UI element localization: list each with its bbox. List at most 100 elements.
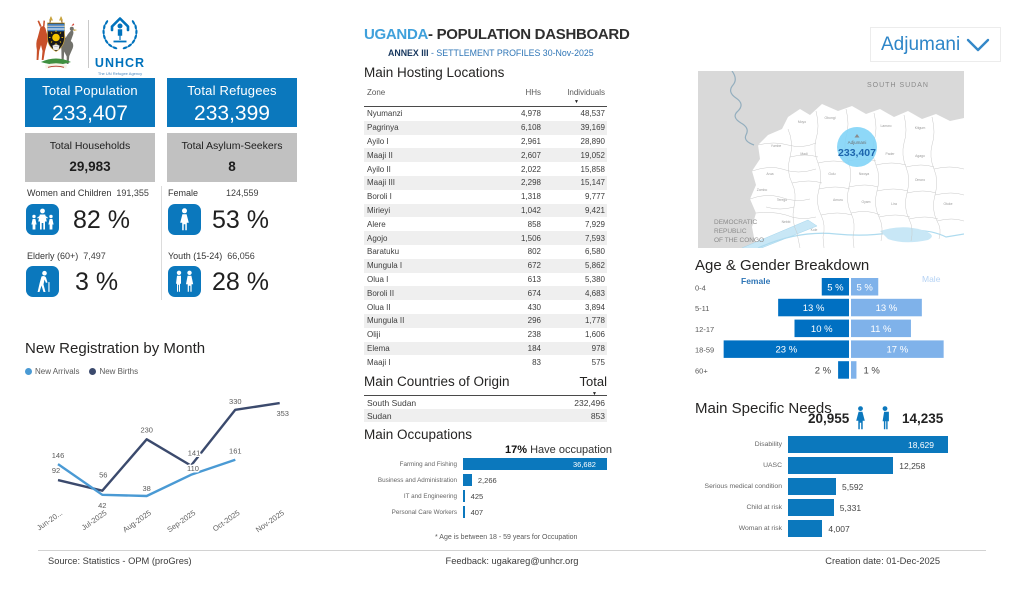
hosting-table-row[interactable]: Agojo 1,506 7,593 [364, 231, 607, 245]
female-bar[interactable] [794, 319, 850, 338]
age-gender-pyramid-chart[interactable]: 5 % 5 % 0-4 13 % 13 % 5-11 10 % 11 % 12-17 23 % 17… [688, 270, 988, 390]
specific-need-row[interactable]: Serious medical condition 5,592 [688, 476, 988, 497]
specific-need-label: Child at risk [746, 504, 782, 511]
hosting-table-row[interactable]: Olua I 613 5,380 [364, 273, 607, 287]
individuals-cell: 1,778 [584, 316, 605, 326]
x-axis-label: Jun-20... [35, 508, 64, 532]
individuals-cell: 978 [591, 343, 605, 353]
occupations-bar-chart[interactable]: Farming and Fishing 36,682 Business and Ad… [364, 456, 607, 520]
hosting-table-row[interactable]: Maaji III 2,298 15,147 [364, 175, 607, 190]
male-bar[interactable] [851, 278, 879, 296]
hosting-table-row[interactable]: Maaji I 83 575 [364, 355, 607, 369]
hosting-table-row[interactable]: Maaji II 2,607 19,052 [364, 148, 607, 163]
specific-need-row[interactable]: UASC 12,258 [688, 455, 988, 476]
district-label: Arua [766, 172, 773, 176]
hosting-col-zone[interactable]: Zone [367, 88, 386, 97]
female-value: 124,559 [226, 188, 259, 198]
occupation-headline-rest: Have occupation [527, 444, 613, 456]
occupation-value: 36,682 [573, 460, 596, 470]
occupation-bar[interactable] [463, 506, 465, 518]
hosting-table-row[interactable]: Nyumanzi 4,978 48,537 [364, 107, 607, 121]
data-label: 42 [98, 501, 106, 510]
female-bar[interactable] [723, 340, 849, 358]
specific-need-row[interactable]: Disability 18,629 [688, 434, 988, 455]
page-subtitle-annex: ANNEX III [388, 48, 429, 58]
hosting-table-row[interactable]: Ayilo II 2,022 15,858 [364, 162, 607, 176]
occupation-row[interactable]: Business and Administration 2,266 [364, 472, 607, 488]
occupation-row[interactable]: IT and Engineering 425 [364, 488, 607, 504]
hosting-col-hhs[interactable]: HHs [525, 88, 541, 97]
specific-need-label: Disability [754, 441, 782, 448]
hhs-cell: 1,318 [520, 192, 541, 202]
hosting-table-row[interactable]: Elema 184 978 [364, 341, 607, 356]
hosting-col-individuals[interactable]: Individuals [567, 88, 605, 97]
hosting-table-row[interactable]: Oliji 238 1,606 [364, 328, 607, 342]
settlement-map[interactable]: Yumbe Moyo Obongi Lamwo Kitgum Arua Terego Madi… [698, 70, 965, 253]
female-label-row: Female 124,559 [168, 188, 259, 198]
hosting-table-row[interactable]: Mungula II 296 1,778 [364, 313, 607, 328]
district-label: Lamwo [881, 124, 892, 128]
new-births-dot [89, 368, 97, 375]
female-bar[interactable] [778, 298, 849, 317]
total-households-label: Total Households [49, 140, 131, 152]
female-bar[interactable] [838, 361, 849, 379]
hosting-table-row[interactable]: Olua II 430 3,894 [364, 300, 607, 314]
hosting-table-row[interactable]: Alere 858 7,929 [364, 217, 607, 231]
total-population-value: 233,407 [52, 102, 128, 125]
specific-need-bar[interactable] [788, 457, 894, 474]
origin-col-total[interactable]: Total [579, 374, 607, 389]
specific-need-bar[interactable] [788, 499, 834, 516]
origin-table-row[interactable]: South Sudan 232,496 [364, 396, 607, 409]
region-dropdown-value[interactable]: Adjumani [881, 33, 961, 55]
occupations-title: Main Occupations [364, 427, 473, 442]
new-births-line[interactable] [57, 401, 280, 492]
hosting-table-row[interactable]: Boroli II 674 4,683 [364, 286, 607, 301]
hhs-cell: 83 [532, 357, 541, 367]
specific-need-value: 18,629 [908, 440, 934, 450]
specific-need-row[interactable]: Child at risk 5,331 [688, 497, 988, 518]
chevron-down-icon[interactable] [965, 37, 991, 53]
hosting-table-row[interactable]: Boroli I 1,318 9,777 [364, 190, 607, 204]
specific-need-bar[interactable] [788, 478, 837, 495]
occupation-value: 407 [470, 508, 484, 518]
specific-need-bar[interactable] [788, 436, 948, 453]
hosting-table-header[interactable]: Zone HHs Individuals ▼ [364, 88, 607, 107]
hhs-cell: 2,961 [520, 136, 541, 146]
zone-cell: Pagrinya [367, 123, 399, 133]
hosting-table-row[interactable]: Ayilo I 2,961 28,890 [364, 135, 607, 149]
male-bar[interactable] [851, 319, 911, 338]
new-arrivals-line[interactable] [57, 458, 236, 498]
origin-table-header[interactable]: Main Countries of Origin Total ▼ [364, 374, 607, 397]
hhs-cell: 858 [527, 219, 541, 229]
district-label: Moyo [798, 120, 806, 124]
specific-needs-bar-chart[interactable]: Disability 18,629 UASC 12,258 Serious medica… [688, 434, 988, 539]
drc-label: DEMOCRATIC [714, 219, 758, 226]
specific-need-row[interactable]: Woman at risk 4,007 [688, 518, 988, 539]
occupation-bar[interactable] [463, 490, 465, 502]
hosting-table-row[interactable]: Mirieyi 1,042 9,421 [364, 203, 607, 218]
occupation-bar[interactable] [463, 474, 472, 486]
legend-new-arrivals[interactable]: New Arrivals [25, 367, 79, 376]
male-bar[interactable] [851, 298, 922, 317]
hosting-table-row[interactable]: Mungula I 672 5,862 [364, 258, 607, 273]
occupation-row[interactable]: Personal Care Workers 407 [364, 504, 607, 520]
individuals-cell: 28,890 [580, 136, 605, 146]
hosting-table-row[interactable]: Pagrinya 6,108 39,169 [364, 120, 607, 135]
female-bar[interactable] [821, 278, 849, 296]
footer-divider [38, 550, 986, 551]
data-label: 110 [187, 464, 199, 473]
male-bar[interactable] [851, 361, 857, 379]
legend-new-births[interactable]: New Births [89, 367, 138, 376]
hosting-table-row[interactable]: Baratuku 802 6,580 [364, 245, 607, 259]
data-label: 92 [52, 466, 60, 475]
region-dropdown[interactable]: Adjumani [870, 27, 1001, 62]
specific-need-bar[interactable] [788, 520, 823, 537]
occupation-bar[interactable] [463, 458, 607, 470]
origin-table-row[interactable]: Sudan 853 [364, 409, 607, 422]
occupation-row[interactable]: Farming and Fishing 36,682 [364, 456, 607, 472]
district-label: Obongi [825, 116, 836, 120]
settlement-bubble[interactable] [837, 127, 877, 167]
district-label: Nwoya [859, 172, 869, 176]
male-bar[interactable] [851, 340, 944, 358]
registration-line-chart[interactable]: 146 42 38 110 161 92 56 230 141 330 353 Jun-20... Ju… [25, 378, 310, 543]
